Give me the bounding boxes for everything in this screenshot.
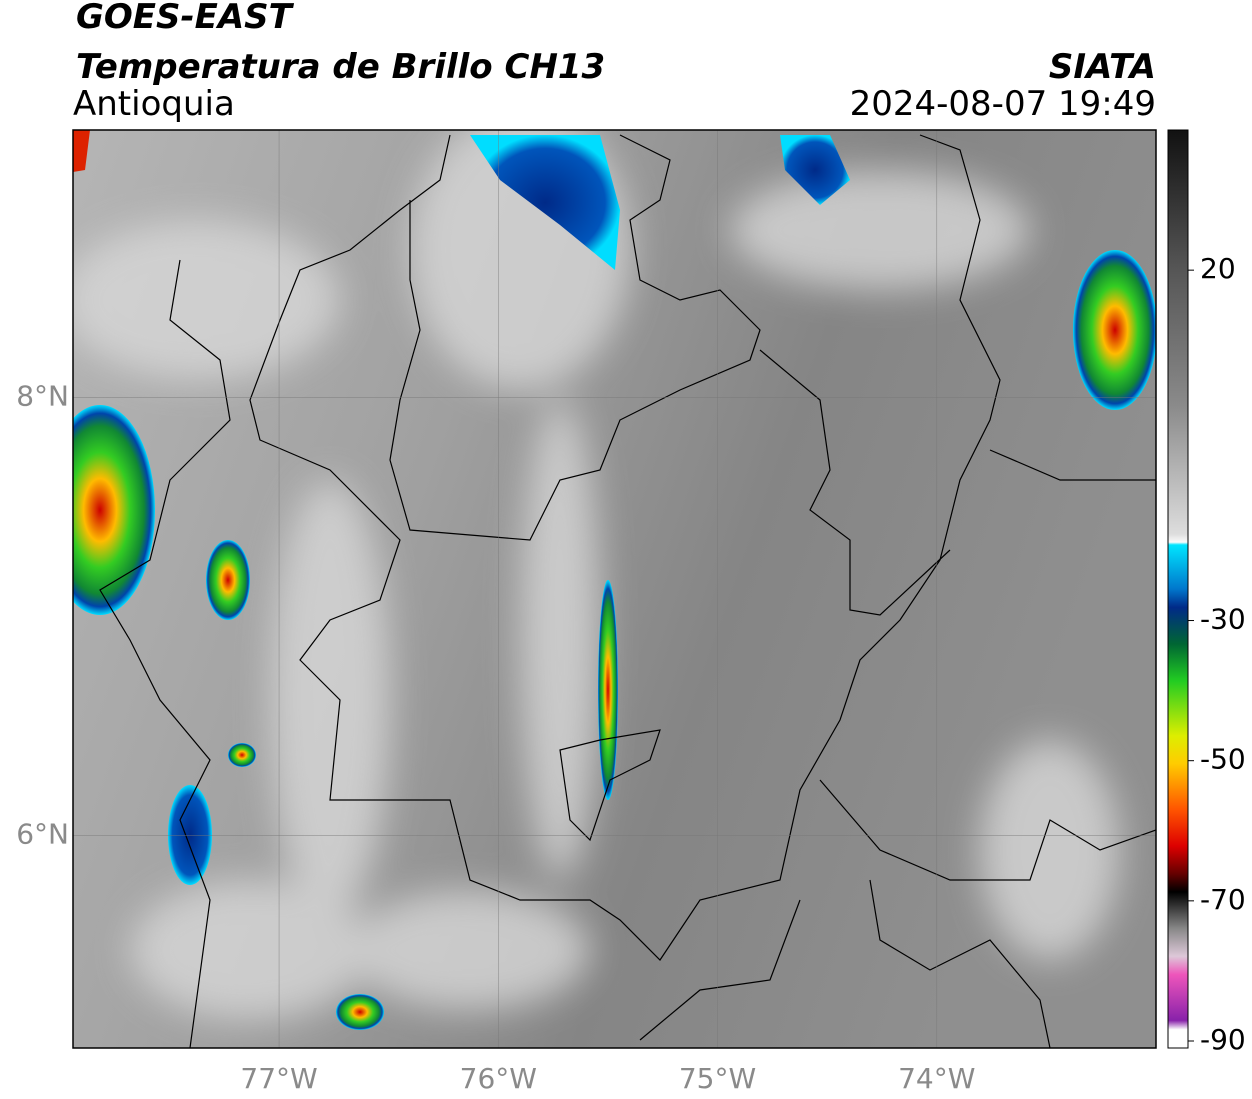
x-tick-label: 76°W (460, 1062, 537, 1095)
colorbar-tick-label: -70 (1200, 883, 1246, 916)
product: Temperatura de Brillo CH13 (76, 47, 605, 87)
colorbar-tick-label: -30 (1200, 603, 1246, 636)
title: GOES-EAST (76, 0, 295, 37)
timestamp: 2024-08-07 19:49 (850, 84, 1156, 124)
map-frame (72, 129, 1157, 1049)
colorbar-tick-label: 20 (1200, 252, 1236, 285)
graticule (73, 130, 1156, 1048)
x-tick-label: 74°W (898, 1062, 975, 1095)
y-tick-label: 6°N (16, 817, 69, 850)
colorbar-tick-label: -90 (1200, 1023, 1246, 1056)
colorbar (1167, 129, 1189, 1049)
colorbar-tick-label: -50 (1200, 743, 1246, 776)
x-tick-label: 77°W (240, 1062, 317, 1095)
y-tick-label: 8°N (16, 379, 69, 412)
satellite-image (73, 130, 1156, 1048)
x-tick-label: 75°W (679, 1062, 756, 1095)
region: Antioquia (73, 84, 235, 124)
agency: SIATA (1049, 47, 1156, 87)
